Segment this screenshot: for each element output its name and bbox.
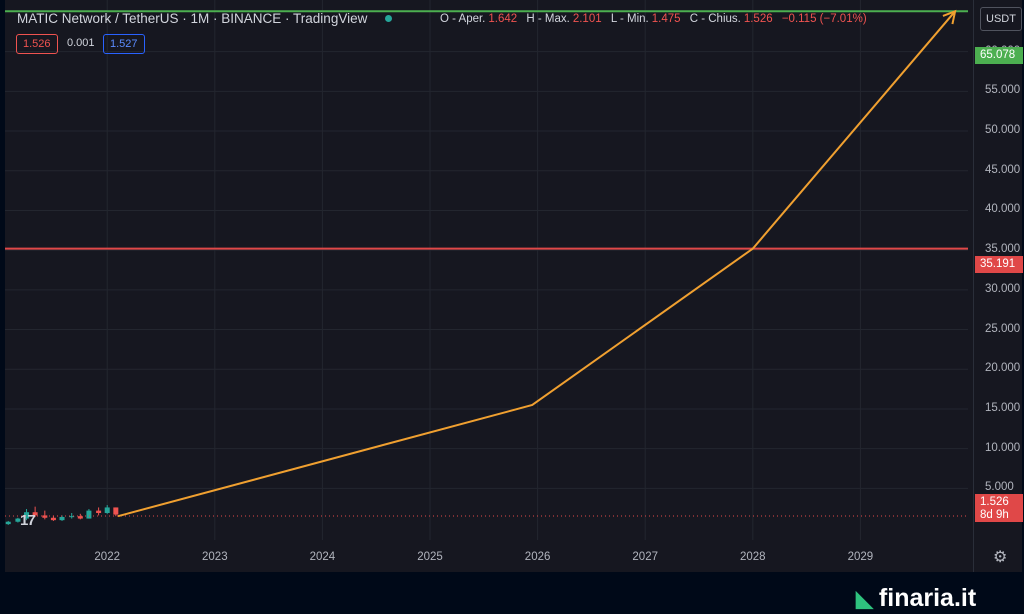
- candle-body: [15, 518, 21, 522]
- close-value: 1.526: [743, 13, 773, 25]
- candle-body: [50, 517, 56, 521]
- candle-body: [24, 512, 30, 519]
- candle-body: [77, 516, 83, 519]
- gear-icon[interactable]: ⚙: [993, 549, 1008, 566]
- symbol-legend[interactable]: MATIC Network / TetherUS · 1M · BINANCE …: [17, 11, 406, 26]
- sell-price-button[interactable]: 1.526: [16, 34, 58, 54]
- plot-svg[interactable]: [5, 0, 968, 572]
- x-tick-label: 2022: [94, 551, 120, 563]
- candle-body: [86, 510, 92, 519]
- x-tick-label: 2029: [847, 551, 874, 563]
- open-value: 1.642: [488, 13, 518, 25]
- finaria-logo: ◣ finaria.it: [856, 584, 976, 613]
- price-tag-green: 65.078: [975, 47, 1023, 64]
- projection-arrowhead: [942, 9, 957, 25]
- candle-body: [96, 510, 102, 513]
- x-tick-label: 2024: [309, 551, 336, 563]
- tradingview-logo[interactable]: 17: [20, 512, 36, 529]
- last-price-value: 1.526: [980, 496, 1009, 508]
- candle-layer: [5, 505, 119, 525]
- open-label: O - Aper.: [440, 13, 486, 25]
- y-tick-label: 15.000: [985, 401, 1021, 414]
- y-tick-label: 30.000: [985, 282, 1021, 295]
- y-tick-label: 55.000: [985, 84, 1021, 97]
- spread-value: 0.001: [67, 37, 95, 49]
- projection-line: [117, 10, 956, 518]
- buy-price-button[interactable]: 1.527: [103, 34, 145, 54]
- y-tick-label: 40.000: [985, 203, 1021, 216]
- bar-countdown: 8d 9h: [980, 509, 1009, 521]
- symbol-title[interactable]: MATIC Network / TetherUS · 1M · BINANCE …: [17, 11, 368, 26]
- x-tick-label: 2028: [740, 551, 766, 563]
- y-tick-label: 5.000: [985, 481, 1014, 494]
- candle-body: [32, 512, 38, 516]
- y-tick-label: 25.000: [985, 322, 1021, 335]
- candle-body: [69, 516, 75, 518]
- candle-body: [113, 507, 119, 515]
- x-tick-label: 2026: [524, 551, 551, 563]
- finaria-mark-icon: ◣: [856, 585, 873, 611]
- close-label: C - Chius.: [689, 13, 741, 25]
- low-label: L - Min.: [610, 13, 649, 25]
- y-tick-label: 35.000: [985, 243, 1021, 256]
- candle-body: [104, 507, 110, 513]
- projection-layer: [117, 9, 957, 518]
- low-value: 1.475: [651, 13, 681, 25]
- chart-area[interactable]: MATIC Network / TetherUS · 1M · BINANCE …: [5, 0, 1023, 572]
- finaria-name: finaria.it: [878, 584, 977, 612]
- candle-body: [59, 516, 65, 521]
- high-value: 2.101: [572, 13, 602, 25]
- y-tick-label: 50.000: [985, 124, 1021, 137]
- price-tag-red: 35.191: [975, 256, 1023, 273]
- change-value: −0.115 (−7.01%): [781, 13, 867, 25]
- candle-body: [5, 521, 11, 525]
- level-layer: [5, 10, 968, 517]
- candle-body: [42, 515, 48, 518]
- grid-layer: [5, 0, 968, 540]
- x-tick-label: 2025: [417, 551, 443, 563]
- x-tick-label: 2023: [202, 551, 228, 563]
- y-tick-label: 10.000: [985, 441, 1021, 454]
- market-status-dot: [385, 15, 393, 22]
- currency-button[interactable]: USDT: [980, 7, 1022, 31]
- x-tick-label: 2027: [632, 551, 658, 563]
- y-tick-label: 45.000: [985, 163, 1021, 176]
- ohlc-readout: O - Aper. 1.642 H - Max. 2.101 L - Min. 1.4…: [440, 13, 873, 25]
- last-price-tag: 1.526 8d 9h: [975, 494, 1023, 522]
- price-axis-separator: [973, 0, 974, 572]
- y-tick-label: 20.000: [985, 362, 1021, 375]
- high-label: H - Max.: [526, 13, 570, 25]
